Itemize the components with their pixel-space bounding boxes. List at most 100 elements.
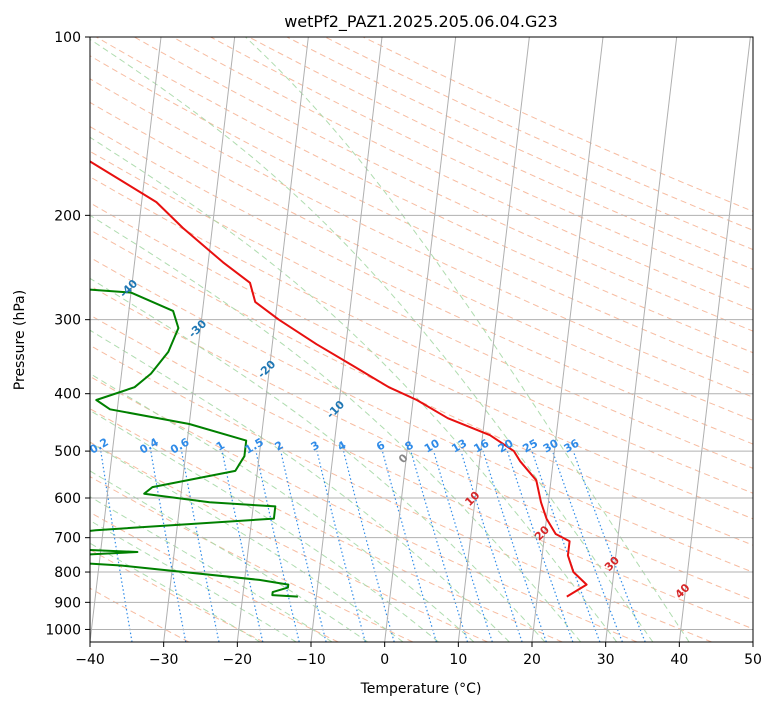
dry-adiabat-line [90, 78, 753, 398]
x-axis: −40 −30 −20 −10 0 10 20 30 40 50 [75, 642, 762, 668]
y-axis: 100 200 300 400 500 600 700 800 900 1000 [45, 30, 90, 638]
x-tick-label: −20 [223, 652, 253, 668]
dry-adiabat-line [90, 344, 712, 642]
dry-adiabat-line [90, 441, 488, 642]
moist-adiabat-line [90, 542, 261, 642]
mixing-ratio-line [280, 450, 327, 642]
y-tick-label: 900 [54, 595, 81, 611]
isotherm-label: -30 [186, 317, 209, 340]
x-tick-label: −10 [296, 652, 326, 668]
dry-adiabat-line [90, 229, 753, 546]
dry-adiabat-line [90, 150, 753, 469]
dry-adiabat-line [90, 126, 753, 445]
isotherm-line [752, 637, 753, 642]
isotherm-line [457, 37, 530, 642]
x-tick-label: 10 [449, 652, 467, 668]
plot-frame [89, 36, 754, 643]
mixing-ratio-line [221, 450, 264, 642]
isotherm-line [384, 37, 457, 642]
dry-adiabat-line [248, 37, 753, 270]
x-tick-label: 40 [670, 652, 688, 668]
isotherm-label: -40 [117, 277, 140, 300]
isotherm-line [678, 37, 751, 642]
moist-adiabat-line [90, 496, 333, 642]
isotherm-label: 40 [673, 581, 693, 601]
dry-adiabat-line [172, 37, 753, 311]
isotherm-line [236, 37, 309, 642]
moist-adiabat-line [90, 38, 654, 642]
dry-adiabat-line [90, 408, 563, 642]
series-lines [90, 160, 588, 598]
isotherm-label: 20 [532, 523, 552, 543]
isotherm-label: 30 [602, 554, 622, 574]
moist-adiabat-line [90, 409, 439, 642]
mixing-ratio-line [255, 450, 300, 642]
dry-adiabat-line [134, 37, 753, 332]
isotherm-line [605, 37, 678, 642]
dry-adiabat-line [90, 285, 753, 601]
mixing-ratio-label: 0.2 [87, 436, 110, 457]
temperature-series-line [90, 160, 588, 598]
mixing-ratio-label: 16 [471, 436, 491, 455]
isotherm-line [163, 37, 236, 642]
mixing-ratio-line [531, 450, 601, 642]
mixing-ratio-label: 20 [496, 436, 516, 455]
mixing-ratio-line [150, 450, 187, 642]
mixing-ratio-line [381, 450, 437, 642]
mixing-ratio-label: 36 [562, 436, 582, 455]
y-tick-label: 500 [54, 444, 81, 460]
mixing-ratio-label: 10 [422, 436, 442, 455]
isotherm-line [531, 37, 604, 642]
x-tick-label: −40 [75, 652, 105, 668]
y-tick-label: 200 [54, 208, 81, 224]
y-axis-label: Pressure (hPa) [12, 290, 28, 390]
x-axis-label: Temperature (°C) [360, 681, 482, 697]
isotherm-line [90, 37, 162, 642]
y-tick-label: 700 [54, 531, 81, 547]
mixing-ratio-line [551, 450, 623, 642]
dry-adiabat-line [90, 314, 753, 630]
x-tick-label: 30 [597, 652, 615, 668]
mixing-ratio-label: 25 [520, 437, 540, 456]
mixing-ratio-line [410, 450, 469, 642]
mixing-ratio-line [572, 450, 646, 642]
y-tick-label: 800 [54, 565, 81, 581]
dry-adiabat-line [324, 37, 753, 231]
mixing-ratio-line [181, 450, 220, 642]
isotherm-label: 10 [462, 488, 482, 508]
dry-adiabat-line [90, 511, 339, 642]
y-tick-label: 100 [54, 30, 81, 46]
y-tick-label: 300 [54, 313, 81, 329]
dewpoint-series-line [90, 288, 298, 598]
y-tick-label: 600 [54, 491, 81, 507]
y-tick-label: 1000 [45, 622, 81, 638]
mixing-ratio-label: 0.6 [168, 435, 192, 456]
moist-adiabat-line [90, 214, 582, 642]
dry-adiabat-line [90, 375, 638, 642]
y-tick-label: 400 [54, 387, 81, 403]
chart-title: wetPf2_PAZ1.2025.205.06.04.G23 [284, 12, 558, 32]
mixing-ratio-line [433, 450, 493, 642]
mixing-ratio-label: 30 [541, 436, 561, 455]
x-tick-label: 20 [523, 652, 541, 668]
dry-adiabat-line [90, 476, 414, 642]
moist-adiabat-line [245, 37, 690, 642]
isotherm-line [310, 37, 383, 642]
isotherm-label: -10 [324, 398, 347, 421]
dry-adiabat-line [95, 37, 753, 354]
mixing-ratio-line [482, 450, 547, 642]
mixing-ratio-line [100, 451, 133, 642]
mixing-ratio-line [460, 450, 523, 642]
mixing-ratio-line [506, 450, 574, 642]
x-tick-label: 50 [744, 652, 762, 668]
mixing-ratio-line [343, 450, 395, 642]
x-tick-label: −30 [149, 652, 179, 668]
dry-adiabat-line [90, 55, 753, 376]
grid-lines [90, 37, 753, 642]
isotherm-label: -20 [255, 357, 278, 380]
mixing-ratio-label: 0.4 [137, 435, 161, 456]
dry-adiabat-line [90, 549, 264, 642]
mixing-ratio-line [316, 450, 366, 642]
dry-adiabat-line [90, 587, 190, 642]
